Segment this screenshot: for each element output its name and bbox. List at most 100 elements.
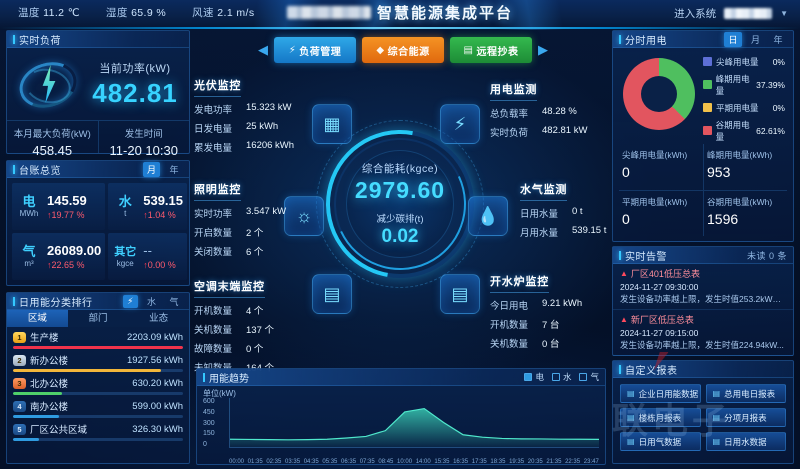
alarm-header: 实时告警 未读 0 条 — [613, 247, 793, 264]
list-item[interactable]: 3 北办公楼 630.20 kWh — [13, 376, 183, 395]
nav-button-load-management[interactable]: ⚡ 负荷管理 — [274, 37, 356, 63]
custom-report-panel: 自定义报表 ▤ 企业日用能数据 ▤ 总用电日报表 ▤ 楼栋月报表 ▤ 分项月报表… — [612, 360, 794, 464]
boiler-row-off: 关机数量 0 台 — [490, 339, 560, 350]
report-button-daily-water[interactable]: ▤ 日用水数据 — [705, 432, 786, 451]
ledger-header: 台账总览 月 年 — [7, 161, 189, 178]
current-power-kpi: 当前功率(kW) 482.81 — [87, 60, 183, 109]
ledger-item-electricity[interactable]: 电 MWh 145.59 ↑19.77 % — [12, 183, 106, 230]
water-drop-icon[interactable]: 💧 — [468, 196, 508, 236]
current-power-label: 当前功率(kW) — [99, 62, 171, 75]
realtime-alarm-panel: 实时告警 未读 0 条 ▲ 厂区401低压总表 2024-11-27 09:30… — [612, 246, 794, 356]
trend-legend-gas[interactable]: 气 — [579, 371, 599, 383]
water-gas-title: 水气监测 — [520, 181, 568, 201]
chevron-left-icon[interactable]: ◀ — [258, 42, 268, 57]
ranking-tab-department[interactable]: 部门 — [67, 310, 129, 327]
rank-name: 北办公楼 — [30, 379, 69, 390]
report-button-total-electricity-daily[interactable]: ▤ 总用电日报表 — [705, 384, 786, 403]
y-axis-ticks: 600 450 300 150 0 — [203, 398, 215, 448]
ranking-tabs: 区域 部门 业态 — [7, 310, 190, 327]
hvac-row-fault: 故障数量 0 个 — [194, 344, 264, 355]
header-accent-bar — [13, 296, 15, 306]
lighting-title: 照明监控 — [194, 181, 242, 201]
ledger-item-water[interactable]: 水 t 539.15 ↑1.04 % — [108, 183, 187, 230]
weather-strip: 温度 11.2 ℃ 湿度 65.9 % 风速 2.1 m/s — [18, 5, 255, 20]
weather-humidity: 湿度 65.9 % — [105, 7, 167, 19]
solar-panel-icon[interactable]: ▦ — [312, 104, 352, 144]
ranking-type-electricity[interactable]: ⚡ — [123, 294, 138, 308]
rank-progress — [13, 438, 183, 441]
alarm-description: 发生设备功率越上限，发生时值253.2kW，... — [620, 294, 786, 304]
water-gas-monitoring-block: 水气监测 日用水量 0 t 月用水量 539.15 t — [520, 180, 606, 239]
ledger-item-other[interactable]: 其它 kgce -- ↑0.00 % — [108, 233, 187, 280]
rank-progress — [13, 346, 183, 349]
ledger-value: 145.59 — [47, 192, 87, 208]
nav-button-integrated-energy[interactable]: ◆ 综合能源 — [362, 37, 444, 63]
ledger-title: 台账总览 — [19, 165, 61, 177]
boiler-icon[interactable]: ▤ — [440, 274, 480, 314]
report-button-building-monthly[interactable]: ▤ 楼栋月报表 — [620, 408, 701, 427]
lighting-monitoring-block: 照明监控 实时功率 3.547 kW 开启数量 2 个 关闭数量 6 个 — [194, 180, 286, 258]
ranking-type-gas[interactable]: 气 — [169, 296, 179, 307]
report-button-daily-gas[interactable]: ▤ 日用气数据 — [620, 432, 701, 451]
report-icon: ▤ — [627, 413, 635, 422]
app-header: 温度 11.2 ℃ 湿度 65.9 % 风速 2.1 m/s 智慧能源集成平台 … — [0, 0, 800, 30]
rank-medal-icon: 2 — [13, 354, 26, 366]
ledger-toggle-month[interactable]: 月 — [142, 161, 161, 177]
ledger-toggle-year[interactable]: 年 — [169, 164, 179, 175]
rank-value: 599.00 kWh — [132, 400, 183, 412]
electricity-title: 用电监测 — [490, 81, 538, 101]
chevron-down-icon[interactable]: ▼ — [780, 9, 788, 18]
nav-button-remote-meter-reading[interactable]: ▤ 远程抄表 — [450, 37, 532, 63]
tou-tab-year[interactable]: 年 — [773, 34, 783, 45]
ranking-tab-business[interactable]: 业态 — [128, 310, 190, 327]
bolt-icon[interactable]: ⚡ — [440, 104, 480, 144]
water-icon: 水 t — [118, 194, 132, 219]
title-redacted-prefix — [286, 6, 371, 19]
report-header: 自定义报表 — [613, 361, 793, 378]
pv-row-total: 累发电量 16206 kWh — [194, 140, 295, 154]
tou-value-grid: 尖峰用电量(kWh) 0 峰期用电量(kWh) 953 平期用电量(kWh) 0 谷期… — [613, 144, 793, 240]
ranking-energy-type-toggle: ⚡ 水 气 — [123, 294, 183, 309]
alarm-unread-count: 未读 0 条 — [746, 250, 787, 261]
trend-chart: 单位(kW) 600 450 300 150 0 — [197, 386, 605, 466]
enter-system-link[interactable]: 进入系统 — [674, 8, 717, 20]
ledger-item-gas[interactable]: 气 m³ 26089.00 ↑22.65 % — [12, 233, 106, 280]
report-button-enterprise-daily[interactable]: ▤ 企业日用能数据 — [620, 384, 701, 403]
list-item[interactable]: 5 厂区公共区域 326.30 kWh — [13, 422, 183, 441]
trend-legend-water[interactable]: 水 — [551, 371, 571, 383]
trend-legend-electricity[interactable]: 电 — [524, 371, 544, 383]
ranking-title: 日用能分类排行 — [19, 297, 93, 309]
water-row-monthly: 月用水量 539.15 t — [520, 225, 607, 239]
lighting-row-on: 开启数量 2 个 — [194, 228, 264, 239]
lightbulb-icon[interactable]: ☼ — [284, 196, 324, 236]
ledger-delta: ↑1.04 % — [143, 209, 176, 220]
electricity-icon: 电 MWh — [19, 194, 39, 219]
report-icon: ▤ — [627, 389, 635, 398]
report-button-subitem-monthly[interactable]: ▤ 分项月报表 — [705, 408, 786, 427]
ranking-tab-area[interactable]: 区域 — [7, 310, 68, 327]
report-title: 自定义报表 — [625, 365, 678, 377]
header-accent-bar — [203, 372, 205, 382]
realtime-load-header: 实时负荷 — [7, 31, 189, 48]
list-item[interactable]: 2 新办公楼 1927.56 kWh — [13, 353, 183, 372]
air-conditioner-icon[interactable]: ▤ — [312, 274, 352, 314]
tou-tab-month[interactable]: 月 — [750, 34, 761, 45]
tou-donut-chart — [623, 58, 695, 130]
list-item[interactable]: ▲ 厂区401低压总表 2024-11-27 09:30:00 发生设备功率越上… — [613, 264, 793, 310]
tou-cell-flat: 平期用电量(kWh) 0 — [619, 190, 703, 236]
ranking-type-water[interactable]: 水 — [146, 296, 157, 307]
tou-tab-day[interactable]: 日 — [724, 31, 742, 47]
user-name-redacted[interactable] — [724, 8, 773, 19]
trend-line-svg — [229, 407, 600, 447]
list-item[interactable]: ▲ 新厂区低压总表 2024-11-27 09:15:00 发生设备功率越上限，… — [613, 310, 793, 356]
realtime-load-title: 实时负荷 — [19, 35, 61, 47]
list-item[interactable]: 1 生产楼 2203.09 kWh — [13, 330, 183, 349]
ledger-grid: 电 MWh 145.59 ↑19.77 % 水 t 539.15 ↑1.04 % — [7, 178, 189, 285]
list-item[interactable]: 4 南办公楼 599.00 kWh — [13, 399, 183, 418]
header-accent-bar — [13, 164, 15, 174]
alarm-title: 实时告警 — [625, 251, 667, 263]
boiler-monitoring-block: 开水炉监控 今日用电 9.21 kWh 开机数量 7 台 关机数量 0 台 — [490, 272, 582, 350]
electricity-row-realtime: 实时负荷 482.81 kW — [490, 125, 588, 139]
realtime-load-body: 当前功率(kW) 482.81 — [7, 48, 189, 120]
chevron-right-icon[interactable]: ▶ — [538, 42, 548, 57]
